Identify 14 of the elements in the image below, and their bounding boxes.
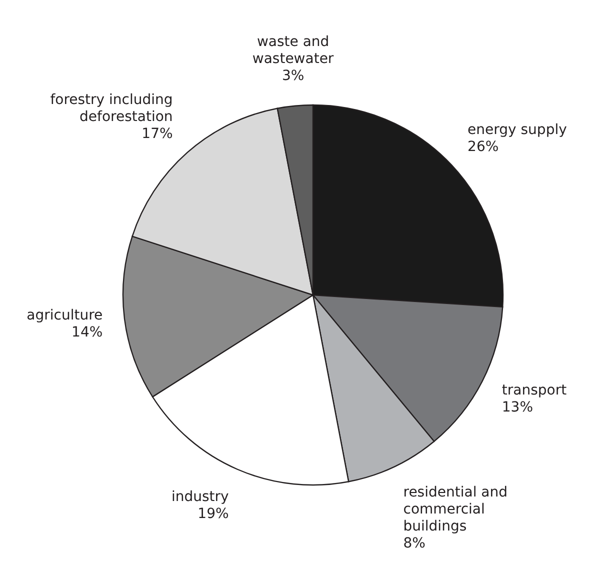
slice-label: industry — [171, 488, 229, 505]
data-label: 3% — [282, 68, 304, 84]
slice-label: agriculture — [26, 307, 103, 324]
data-label: 17% — [142, 126, 173, 142]
slice-label: transport — [502, 382, 568, 399]
slice-label: forestry including deforestation — [50, 92, 173, 126]
slice-label: residential and commercial buildings — [403, 484, 508, 534]
data-label: 14% — [72, 324, 103, 340]
slice-label: waste and wastewater — [252, 34, 334, 67]
slice-label: energy supply — [468, 122, 567, 138]
data-label: 19% — [198, 506, 229, 522]
data-label: 8% — [403, 535, 426, 552]
data-label: 13% — [502, 400, 534, 416]
data-label: 26% — [468, 138, 499, 155]
